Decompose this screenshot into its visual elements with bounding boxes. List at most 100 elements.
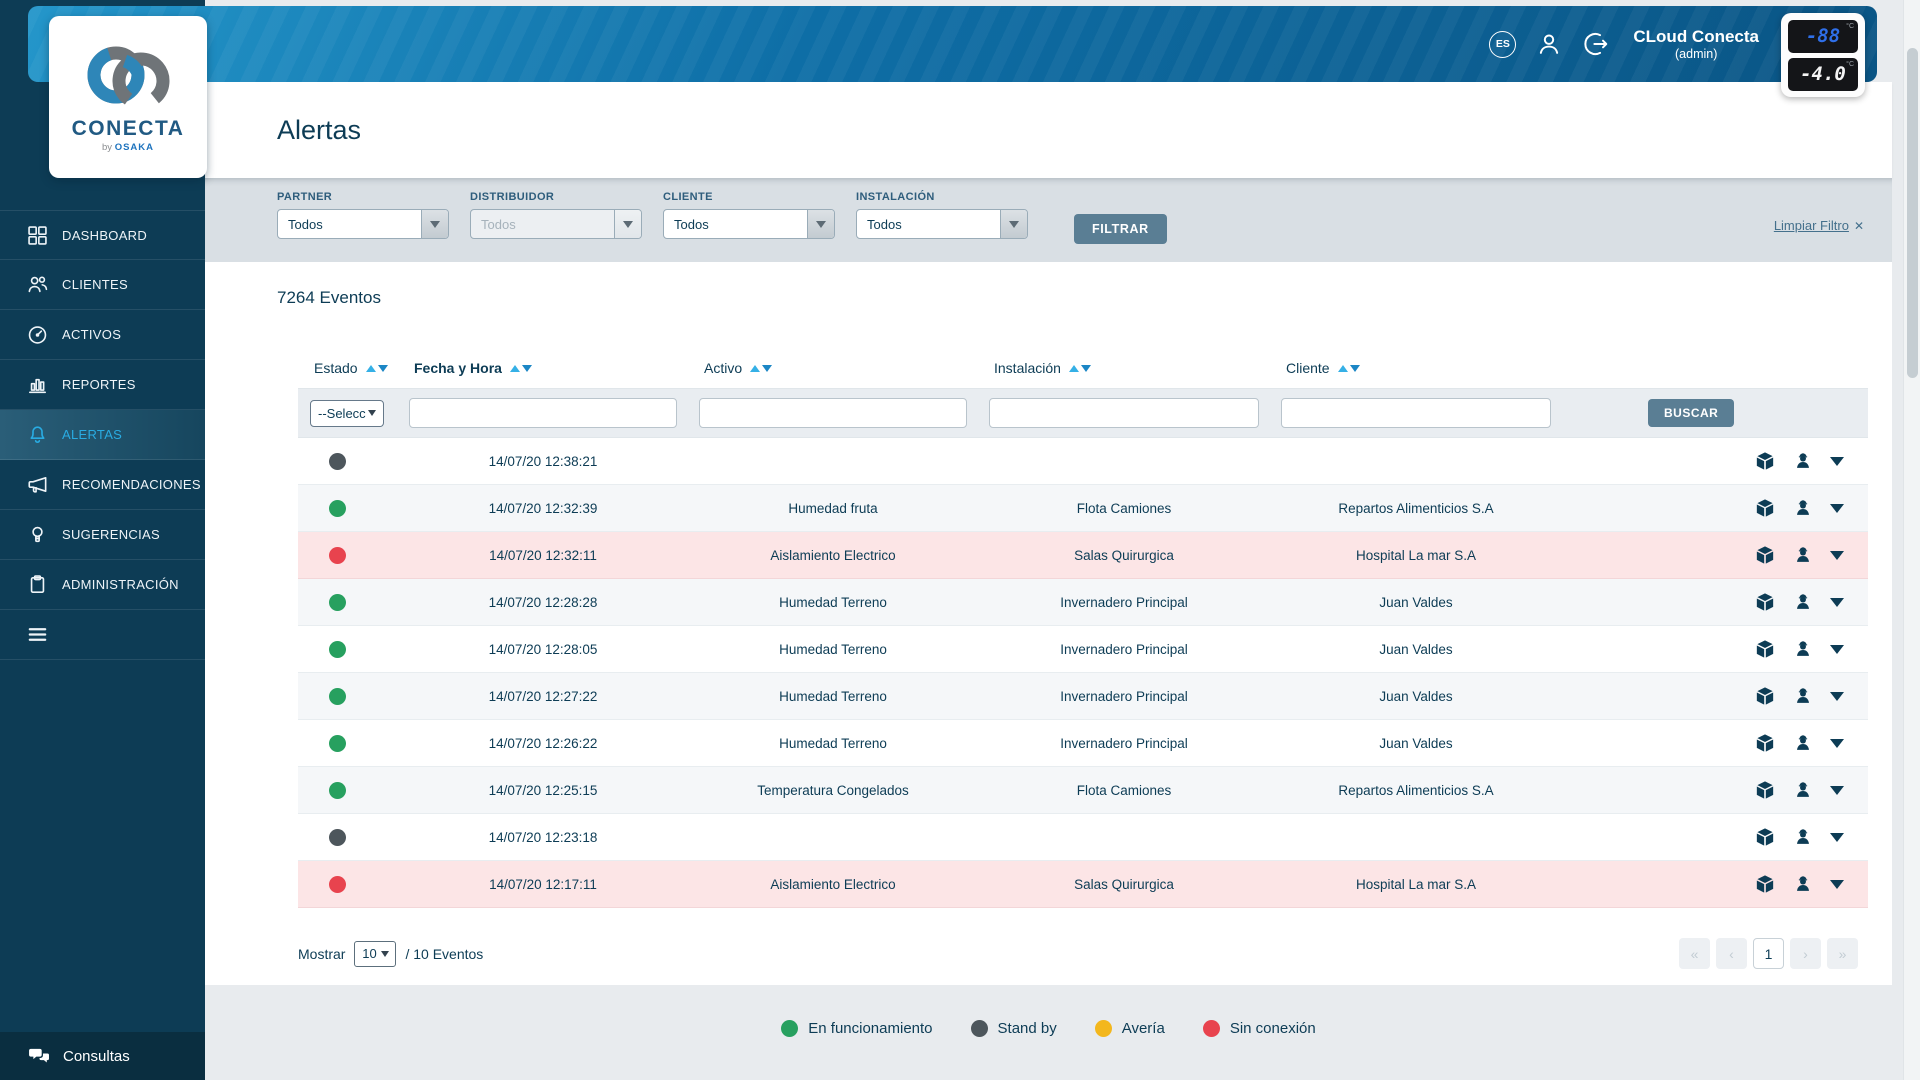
technician-icon[interactable]: [1792, 544, 1814, 566]
filter-select-instalacion[interactable]: Todos: [856, 209, 1028, 239]
filtrar-button[interactable]: FILTRAR: [1074, 214, 1167, 244]
technician-icon[interactable]: [1792, 779, 1814, 801]
sort-arrows-icon[interactable]: [1068, 364, 1091, 372]
event-row[interactable]: 14/07/20 12:25:15 Temperatura Congelados F…: [298, 767, 1868, 814]
column-header-fecha-y-hora[interactable]: Fecha y Hora: [398, 360, 688, 376]
event-row[interactable]: 14/07/20 12:17:11 Aislamiento Electrico Sa…: [298, 861, 1868, 908]
expand-caret-icon[interactable]: [1830, 691, 1844, 701]
language-badge[interactable]: ES: [1489, 30, 1517, 58]
sidebar-item-administracion[interactable]: ADMINISTRACIÓN: [0, 560, 205, 610]
expand-caret-icon[interactable]: [1830, 503, 1844, 513]
sidebar-item-consultas[interactable]: Consultas: [0, 1032, 205, 1080]
scrollbar-thumb[interactable]: [1907, 48, 1918, 378]
event-row[interactable]: 14/07/20 12:23:18: [298, 814, 1868, 861]
expand-caret-icon[interactable]: [1830, 456, 1844, 466]
legend-dot-offline: [1202, 1020, 1220, 1037]
technician-icon[interactable]: [1792, 732, 1814, 754]
technician-icon[interactable]: [1792, 685, 1814, 707]
event-activo: Humedad Terreno: [779, 594, 887, 610]
sort-arrows-icon[interactable]: [509, 364, 532, 372]
technician-icon[interactable]: [1792, 450, 1814, 472]
clear-filter-link[interactable]: Limpiar Filtro ✕: [1774, 218, 1864, 233]
page-size-select[interactable]: 10: [354, 940, 397, 967]
asset-cube-icon[interactable]: [1754, 638, 1776, 660]
asset-cube-icon[interactable]: [1754, 591, 1776, 613]
filter-select-cliente[interactable]: Todos: [663, 209, 835, 239]
expand-caret-icon[interactable]: [1830, 785, 1844, 795]
status-filter-select[interactable]: --Selecc: [310, 399, 384, 427]
technician-icon[interactable]: [1792, 497, 1814, 519]
technician-icon[interactable]: [1792, 638, 1814, 660]
prev-page-button[interactable]: ‹: [1716, 938, 1747, 969]
sidebar-item-clientes[interactable]: CLIENTES: [0, 260, 205, 310]
sidebar-item-recomendaciones[interactable]: RECOMENDACIONES: [0, 460, 205, 510]
event-row[interactable]: 14/07/20 12:32:39 Humedad fruta Flota Cami…: [298, 485, 1868, 532]
sidebar-menu-toggle[interactable]: [0, 610, 205, 660]
buscar-button[interactable]: BUSCAR: [1648, 399, 1735, 427]
event-row[interactable]: 14/07/20 12:32:11 Aislamiento Electrico Sa…: [298, 532, 1868, 579]
column-header-instalacion[interactable]: Instalación: [978, 360, 1270, 376]
sidebar-item-sugerencias[interactable]: SUGERENCIAS: [0, 510, 205, 560]
next-page-button[interactable]: ›: [1790, 938, 1821, 969]
column-header-activo[interactable]: Activo: [688, 360, 978, 376]
filter-select-value: Todos: [674, 216, 709, 232]
filter-panel: PARTNER Todos DISTRIBUIDOR Todos CLIENTE Todo…: [205, 178, 1892, 262]
technician-icon[interactable]: [1792, 826, 1814, 848]
expand-caret-icon[interactable]: [1830, 644, 1844, 654]
logout-icon[interactable]: [1582, 30, 1610, 58]
asset-cube-icon[interactable]: [1754, 685, 1776, 707]
search-input-fecha[interactable]: [409, 398, 677, 428]
asset-cube-icon[interactable]: [1754, 826, 1776, 848]
event-row[interactable]: 14/07/20 12:26:22 Humedad Terreno Invernad…: [298, 720, 1868, 767]
expand-caret-icon[interactable]: [1830, 597, 1844, 607]
event-datetime: 14/07/20 12:32:39: [488, 500, 598, 516]
event-row[interactable]: 14/07/20 12:27:22 Humedad Terreno Invernad…: [298, 673, 1868, 720]
search-input-instalacion[interactable]: [989, 398, 1259, 428]
sidebar-item-activos[interactable]: ACTIVOS: [0, 310, 205, 360]
column-header-estado[interactable]: Estado: [298, 360, 398, 376]
row-actions: [1562, 685, 1868, 707]
clients-icon: [26, 273, 49, 296]
expand-caret-icon[interactable]: [1830, 832, 1844, 842]
first-page-button[interactable]: «: [1679, 938, 1710, 969]
sort-arrows-icon[interactable]: [365, 364, 388, 372]
technician-icon[interactable]: [1792, 591, 1814, 613]
expand-caret-icon[interactable]: [1830, 550, 1844, 560]
status-cell: [298, 546, 398, 564]
expand-caret-icon[interactable]: [1830, 879, 1844, 889]
scrollbar[interactable]: [1903, 0, 1920, 1080]
search-input-activo[interactable]: [699, 398, 967, 428]
event-cliente: Juan Valdes: [1379, 688, 1453, 704]
pagination-buttons: «‹ 1 ›»: [1679, 938, 1858, 969]
event-row[interactable]: 14/07/20 12:38:21: [298, 438, 1868, 485]
last-page-button[interactable]: »: [1827, 938, 1858, 969]
sidebar-item-dashboard[interactable]: DASHBOARD: [0, 210, 205, 260]
event-row[interactable]: 14/07/20 12:28:28 Humedad Terreno Invernad…: [298, 579, 1868, 626]
status-dot-running: [329, 781, 346, 799]
expand-caret-icon[interactable]: [1830, 738, 1844, 748]
brand-logo[interactable]: CONECTA by OSAKA: [49, 16, 207, 178]
sort-arrows-icon[interactable]: [1337, 364, 1360, 372]
filter-select-partner[interactable]: Todos: [277, 209, 449, 239]
sidebar-item-alertas[interactable]: ALERTAS: [0, 410, 205, 460]
legend-item-stand-by: Stand by: [970, 1020, 1057, 1037]
asset-cube-icon[interactable]: [1754, 450, 1776, 472]
search-input-cliente[interactable]: [1281, 398, 1551, 428]
status-cell: [298, 687, 398, 705]
technician-icon[interactable]: [1792, 873, 1814, 895]
asset-cube-icon[interactable]: [1754, 873, 1776, 895]
sort-arrows-icon[interactable]: [750, 364, 773, 372]
sidebar-item-reportes[interactable]: REPORTES: [0, 360, 205, 410]
status-cell: [298, 499, 398, 517]
device-display-card[interactable]: -88 °C -4.0 °C: [1781, 13, 1865, 97]
column-label: Fecha y Hora: [414, 360, 502, 376]
event-row[interactable]: 14/07/20 12:28:05 Humedad Terreno Invernad…: [298, 626, 1868, 673]
column-header-cliente[interactable]: Cliente: [1270, 360, 1562, 376]
asset-cube-icon[interactable]: [1754, 497, 1776, 519]
asset-cube-icon[interactable]: [1754, 732, 1776, 754]
page-button-1[interactable]: 1: [1753, 938, 1784, 969]
asset-cube-icon[interactable]: [1754, 544, 1776, 566]
user-icon[interactable]: [1535, 30, 1563, 58]
asset-cube-icon[interactable]: [1754, 779, 1776, 801]
dropdown-caret-icon: [1000, 210, 1027, 238]
